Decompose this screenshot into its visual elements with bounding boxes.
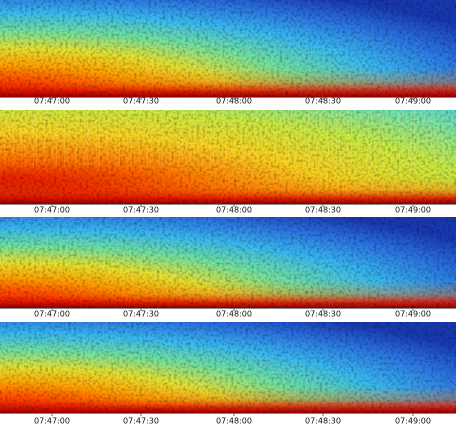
time-label: 07:49:00 [395,417,431,426]
spectrogram-noise [0,322,456,413]
time-label: 07:48:00 [216,97,252,106]
spectrogram-noise [0,217,456,308]
time-label: 07:47:30 [123,417,159,426]
time-label: 07:49:00 [395,310,431,319]
time-label: 07:49:00 [395,97,431,106]
time-label: 07:47:30 [123,97,159,106]
spectrogram-noise [0,0,456,97]
time-label: 07:48:30 [305,417,341,426]
time-label: 07:48:00 [216,310,252,319]
time-label: 07:47:00 [34,417,70,426]
spectrogram-noise [0,110,456,204]
time-label: 07:49:00 [395,206,431,215]
time-label: 07:47:00 [34,206,70,215]
time-label: 07:48:30 [305,206,341,215]
time-label: 07:47:00 [34,310,70,319]
time-label: 07:47:00 [34,97,70,106]
time-label: 07:48:30 [305,97,341,106]
time-label: 07:48:30 [305,310,341,319]
time-label: 07:47:30 [123,310,159,319]
time-label: 07:47:30 [123,206,159,215]
time-label: 07:48:00 [216,417,252,426]
time-label: 07:48:00 [216,206,252,215]
